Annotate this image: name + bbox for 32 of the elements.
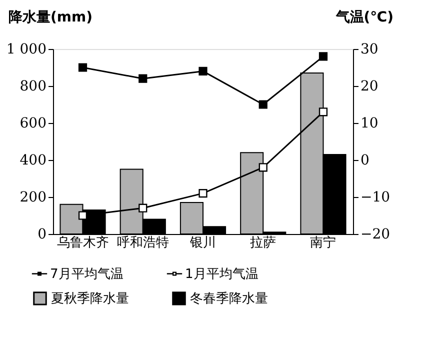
x-tick-label: 乌鲁木齐 [56,236,109,250]
point [318,52,328,61]
x-tick-label: 呼和浩特 [116,236,169,250]
point [138,204,148,212]
point [318,108,328,116]
y2-tick-label: 30 [360,42,378,58]
y-tick-label: 200 [20,190,46,206]
y-axis-title: 降水量(mm) [8,10,92,26]
legend-label: 冬春季降水量 [190,291,268,306]
x-tick-label: 南宁 [310,234,336,250]
y2-tick-label: −10 [360,190,390,206]
point [198,66,208,76]
y-tick-label: 800 [20,78,46,94]
point [138,74,148,83]
y2-tick-label: 0 [360,152,370,168]
y2-tick-label: 20 [360,78,378,94]
legend-label: 1月平均气温 [185,266,258,282]
point [258,100,268,109]
y2-tick-label: 10 [360,116,378,132]
y-tick-label: 1 000 [6,42,46,58]
x-tick-label: 银川 [189,236,216,250]
point [258,163,268,172]
y-tick-label: 600 [20,116,46,132]
x-tick-label: 拉萨 [250,236,276,250]
y2-tick-label: −20 [360,226,390,242]
y-tick-label: 400 [20,152,46,168]
legend-label: 7月平均气温 [50,266,124,282]
point [198,188,208,198]
y2-axis-title: 气温(℃) [334,10,394,26]
point [78,63,88,72]
y-tick-label: 0 [38,226,46,242]
legend-label: 夏秋季降水量 [51,291,129,306]
